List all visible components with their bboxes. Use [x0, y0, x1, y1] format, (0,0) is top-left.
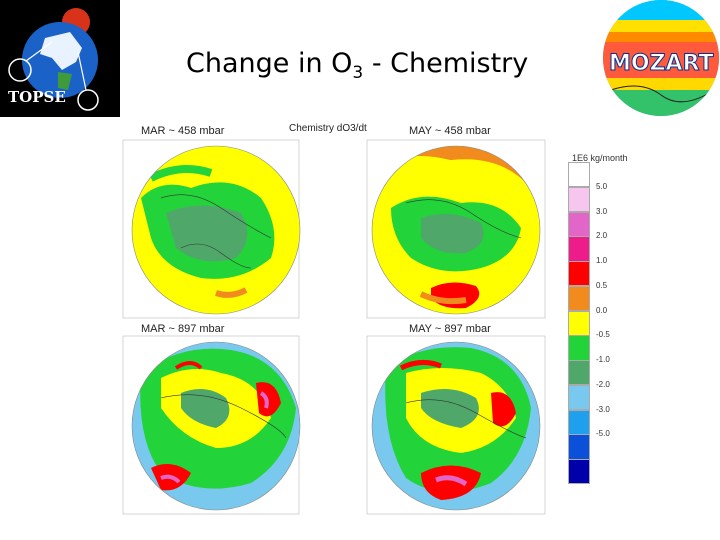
- legend-color-cell: [568, 310, 590, 336]
- slide-title: Change in O3 - Chemistry: [186, 48, 528, 83]
- legend-color-cell: [568, 261, 590, 287]
- panel-label-1: MAR ~ 458 mbar: [141, 125, 225, 137]
- color-legend: [568, 162, 590, 485]
- mozart-logo: MOZART: [601, 0, 720, 117]
- legend-label: -1.0: [596, 355, 610, 365]
- legend-color-cell: [568, 236, 590, 262]
- legend-color-cell: [568, 434, 590, 460]
- legend-label: 2.0: [596, 231, 608, 241]
- legend-label: 0.0: [596, 305, 608, 315]
- legend-label: -5.0: [596, 429, 610, 439]
- title-suffix: - Chemistry: [363, 48, 529, 79]
- legend-label: 1.0: [596, 256, 608, 266]
- legend-label: -2.0: [596, 379, 610, 389]
- topse-logo-text: TOPSE: [8, 88, 66, 106]
- legend-units: 1E6 kg/month: [572, 153, 628, 163]
- legend-color-cell: [568, 335, 590, 361]
- legend-color-cell: [568, 285, 590, 312]
- legend-color-cell: [568, 409, 590, 435]
- ozone-change-figure: MAR ~ 458 mbar Chemistry dO3/dt MAY ~ 45…: [121, 118, 601, 520]
- legend-label: -3.0: [596, 404, 610, 414]
- legend-color-cell: [568, 211, 590, 237]
- panel-label-2: MAY ~ 458 mbar: [409, 125, 491, 137]
- legend-color-cell: [568, 162, 590, 188]
- title-subscript: 3: [352, 63, 364, 83]
- legend-color-cell: [568, 459, 590, 485]
- legend-label: 3.0: [596, 206, 608, 216]
- map-may-897: [372, 342, 540, 510]
- map-mar-897: [132, 342, 300, 510]
- legend-label: 0.5: [596, 280, 608, 290]
- map-mar-458: [132, 146, 300, 314]
- legend-label: 5.0: [596, 181, 608, 191]
- topse-logo: TOPSE: [0, 0, 120, 117]
- legend-color-cell: [568, 384, 590, 411]
- panel-label-3: MAR ~ 897 mbar: [141, 323, 225, 335]
- title-prefix: Change in O: [186, 48, 353, 79]
- maps-svg: [122, 139, 546, 515]
- legend-color-cell: [568, 360, 590, 386]
- figure-main-title: Chemistry dO3/dt: [289, 123, 367, 134]
- legend-label: -0.5: [596, 330, 610, 340]
- panel-label-4: MAY ~ 897 mbar: [409, 323, 491, 335]
- mozart-logo-text: MOZART: [609, 51, 714, 76]
- legend-color-cell: [568, 186, 590, 213]
